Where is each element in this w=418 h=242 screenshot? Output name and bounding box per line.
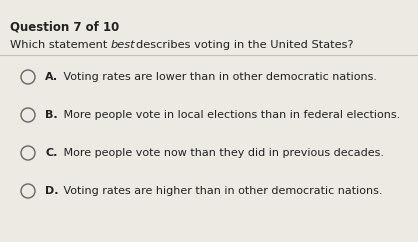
- Text: B.: B.: [45, 110, 58, 120]
- Text: Which statement: Which statement: [10, 40, 111, 50]
- Text: describes voting in the United States?: describes voting in the United States?: [135, 40, 353, 50]
- Text: More people vote now than they did in previous decades.: More people vote now than they did in pr…: [60, 148, 384, 158]
- Circle shape: [21, 70, 35, 84]
- Circle shape: [21, 184, 35, 198]
- Circle shape: [21, 146, 35, 160]
- Text: A.: A.: [45, 72, 58, 82]
- Text: best: best: [111, 40, 135, 50]
- Text: Voting rates are lower than in other democratic nations.: Voting rates are lower than in other dem…: [60, 72, 377, 82]
- Text: More people vote in local elections than in federal elections.: More people vote in local elections than…: [60, 110, 400, 120]
- Text: D.: D.: [45, 186, 59, 196]
- Circle shape: [21, 108, 35, 122]
- Text: C.: C.: [45, 148, 57, 158]
- Text: Voting rates are higher than in other democratic nations.: Voting rates are higher than in other de…: [60, 186, 382, 196]
- Text: Question 7 of 10: Question 7 of 10: [10, 20, 119, 33]
